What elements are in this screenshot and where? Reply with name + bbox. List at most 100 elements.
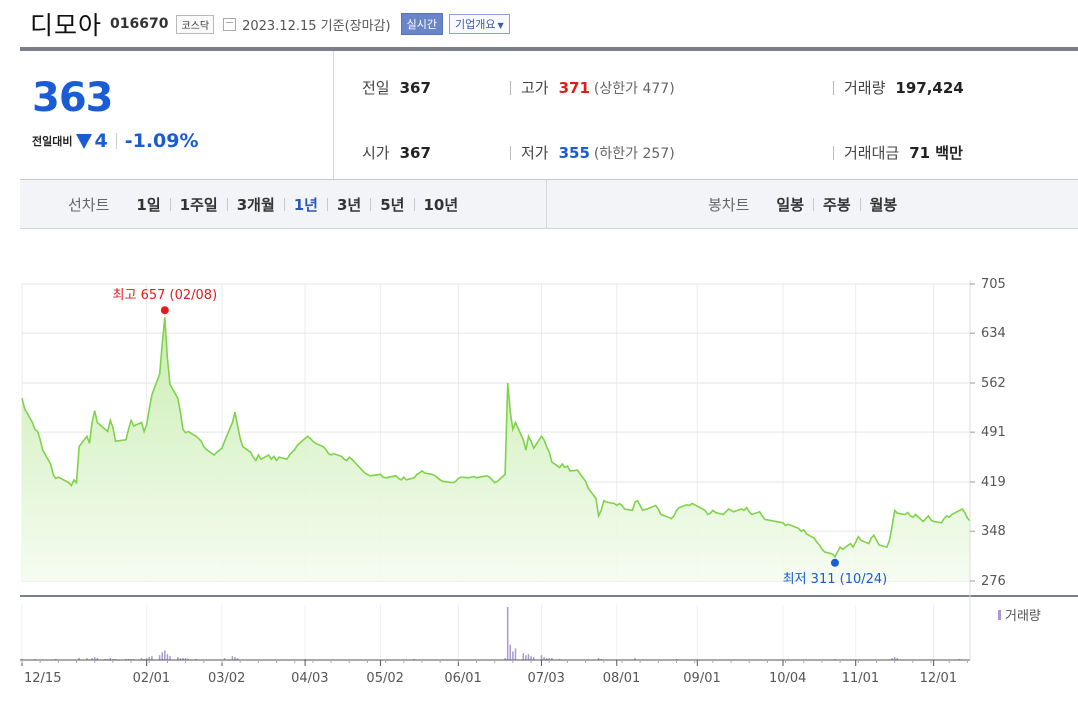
period-1d[interactable]: 1일 bbox=[136, 195, 161, 214]
x-axis-labels: 12/15 02/01 03/02 04/03 05/02 06/01 07/03 08/01… bbox=[24, 671, 957, 686]
change-label: 전일대비 bbox=[32, 135, 73, 148]
volume-bars bbox=[21, 607, 961, 660]
candle-daily[interactable]: 일봉 bbox=[776, 195, 805, 214]
period-divider bbox=[413, 197, 415, 211]
candle-weekly[interactable]: 주봉 bbox=[823, 195, 851, 214]
candle-chart-options: 봉차트 일봉 주봉 월봉 bbox=[708, 180, 906, 228]
chart-toolbar: 선차트 1일 1주일 3개월 1년 3년 5년 10년 봉차트 일봉 주봉 월봉 bbox=[20, 180, 1078, 229]
x-tick-label: 08/01 bbox=[603, 671, 640, 686]
y-tick-label: 705 bbox=[981, 277, 1006, 292]
volume-bar bbox=[896, 658, 899, 660]
volume-bar bbox=[161, 652, 164, 660]
price-change: 전일대비 4 -1.09% bbox=[32, 130, 199, 152]
lower-limit: (하한가 257) bbox=[593, 145, 675, 162]
period-1w[interactable]: 1주일 bbox=[179, 195, 218, 214]
x-tick-label: 07/03 bbox=[527, 671, 564, 686]
volume-bar bbox=[164, 650, 166, 660]
low-value: 355 bbox=[558, 143, 590, 162]
x-tick-label: 06/01 bbox=[444, 671, 481, 686]
stock-header: 디모아 016670 코스닥 2023.12.15 기준(장마감) 실시간 기업… bbox=[30, 8, 510, 40]
period-3y[interactable]: 3년 bbox=[337, 195, 362, 214]
volume-label: 거래량 bbox=[844, 79, 886, 97]
volume-bar bbox=[86, 658, 88, 660]
upper-limit: (상한가 477) bbox=[593, 80, 675, 97]
volume-bar bbox=[551, 658, 553, 660]
y-tick-label: 634 bbox=[981, 326, 1006, 341]
volume-bar bbox=[891, 658, 893, 660]
volume-bar bbox=[169, 656, 171, 660]
volume-bar bbox=[634, 658, 636, 660]
quote-date: 2023.12.15 기준(장마감) bbox=[242, 18, 391, 34]
volume-bar bbox=[78, 658, 80, 660]
price-area bbox=[22, 317, 970, 581]
high-label: 고가 bbox=[521, 79, 549, 97]
price-line bbox=[21, 317, 971, 559]
current-price: 363 bbox=[32, 75, 113, 121]
header-divider bbox=[20, 47, 1078, 51]
candle-monthly[interactable]: 월봉 bbox=[869, 195, 898, 214]
volume-bar bbox=[234, 657, 236, 660]
change-percent: -1.09% bbox=[124, 130, 199, 152]
current-price-panel: 363 전일대비 4 -1.09% bbox=[20, 51, 334, 179]
toolbar-divider bbox=[546, 180, 547, 228]
volume-bar bbox=[597, 658, 600, 660]
volume-bar bbox=[184, 658, 187, 660]
volume-bar bbox=[532, 657, 535, 660]
corp-info-label: 기업개요 bbox=[454, 18, 496, 31]
volume-bar bbox=[231, 656, 234, 660]
volume-bar bbox=[545, 658, 548, 660]
chart-axes bbox=[20, 280, 1078, 666]
volume-bar bbox=[140, 658, 143, 660]
x-tick-label: 05/02 bbox=[366, 671, 403, 686]
volume-bar bbox=[236, 658, 239, 660]
volume-bar bbox=[530, 656, 532, 660]
volume-bar bbox=[93, 657, 96, 660]
volume-bar bbox=[223, 658, 226, 660]
x-tick-label: 03/02 bbox=[208, 671, 245, 686]
calendar-icon bbox=[223, 17, 237, 31]
volume-bar bbox=[179, 658, 182, 660]
period-divider bbox=[859, 197, 861, 211]
high-value: 371 bbox=[558, 78, 590, 97]
volume-bar bbox=[525, 655, 527, 660]
period-1y[interactable]: 1년 bbox=[293, 195, 318, 214]
volume-bar bbox=[182, 658, 184, 660]
period-divider bbox=[283, 197, 285, 211]
x-tick-label: 11/01 bbox=[842, 671, 879, 686]
x-tick-label: 10/04 bbox=[769, 671, 806, 686]
candle-chart-label: 봉차트 bbox=[708, 195, 750, 214]
realtime-button[interactable]: 실시간 bbox=[400, 13, 443, 35]
period-3m[interactable]: 3개월 bbox=[236, 195, 275, 214]
volume-bar bbox=[504, 658, 506, 660]
volume: 거래량 197,424 bbox=[833, 77, 964, 98]
y-axis-labels: 705 634 562 491 419 348 276 bbox=[981, 277, 1006, 589]
volume-bar bbox=[151, 656, 153, 660]
open-label: 시가 bbox=[362, 144, 390, 162]
volume-bar bbox=[893, 657, 896, 660]
period-divider bbox=[226, 197, 228, 211]
volume-bar bbox=[96, 658, 99, 660]
volume-legend-swatch bbox=[998, 610, 1001, 620]
volume-bar bbox=[548, 658, 550, 660]
trade-amount: 거래대금 71 백만 bbox=[833, 142, 963, 163]
market-badge: 코스닥 bbox=[176, 14, 215, 34]
chevron-down-icon: ▼ bbox=[497, 21, 504, 30]
volume-bar bbox=[91, 658, 93, 660]
x-tick-label: 04/03 bbox=[291, 671, 328, 686]
price-summary: 363 전일대비 4 -1.09% 전일 367 시가 367 고가 371 (… bbox=[20, 51, 1078, 180]
low-price: 저가 355 (하한가 257) bbox=[510, 142, 675, 163]
period-10y[interactable]: 10년 bbox=[423, 195, 459, 214]
max-annotation: 최고 657 (02/08) bbox=[113, 288, 218, 303]
period-5y[interactable]: 5년 bbox=[380, 195, 405, 214]
open-value: 367 bbox=[399, 143, 431, 162]
prev-close-value: 367 bbox=[399, 78, 431, 97]
x-tick-label: 12/15 bbox=[24, 671, 61, 686]
corp-info-dropdown[interactable]: 기업개요 ▼ bbox=[448, 14, 510, 34]
cell-divider bbox=[833, 80, 834, 95]
period-divider bbox=[169, 197, 171, 211]
x-tick-label: 12/01 bbox=[920, 671, 957, 686]
volume-bar bbox=[514, 648, 517, 660]
open-price: 시가 367 bbox=[362, 142, 431, 163]
x-tick-label: 09/01 bbox=[683, 671, 720, 686]
